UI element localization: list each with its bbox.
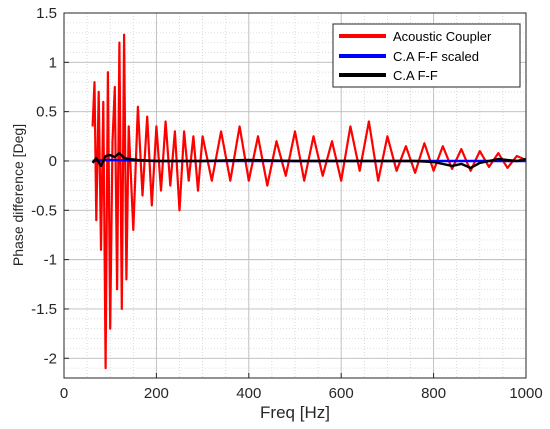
y-tick-label: -2 [44, 350, 57, 367]
y-tick-label: 1 [49, 54, 57, 71]
y-tick-label: -1.5 [31, 301, 57, 318]
y-tick-label: -0.5 [31, 202, 57, 219]
x-tick-label: 400 [236, 385, 261, 402]
x-tick-label: 0 [60, 385, 68, 402]
y-tick-label: 0.5 [36, 104, 57, 121]
plot-frame [63, 12, 527, 379]
x-tick-label: 200 [144, 385, 169, 402]
legend-label-ca-ff-scaled: C.A F-F scaled [393, 49, 479, 64]
legend-label-acoustic-coupler: Acoustic Coupler [393, 29, 492, 44]
y-axis-label: Phase difference [Deg] [10, 124, 26, 266]
x-tick-label: 600 [329, 385, 354, 402]
legend-label-ca-ff: C.A F-F [393, 68, 438, 83]
y-tick-label: -1 [44, 252, 57, 269]
series-line-2 [91, 151, 527, 170]
legend: Acoustic Coupler C.A F-F scaled C.A F-F [332, 23, 521, 88]
x-axis-label: Freq [Hz] [260, 403, 330, 422]
y-tick-label: 0 [49, 153, 57, 170]
series-layer [91, 33, 527, 370]
series-line-0 [91, 33, 527, 370]
x-tick-label: 800 [421, 385, 446, 402]
x-tick-label: 1000 [509, 385, 542, 402]
y-tick-label: 1.5 [36, 5, 57, 22]
axis-ticks: 0 200 400 600 800 1000 -2 -1.5 -1 -0.5 0 0.5 1 1.5 [31, 5, 543, 402]
